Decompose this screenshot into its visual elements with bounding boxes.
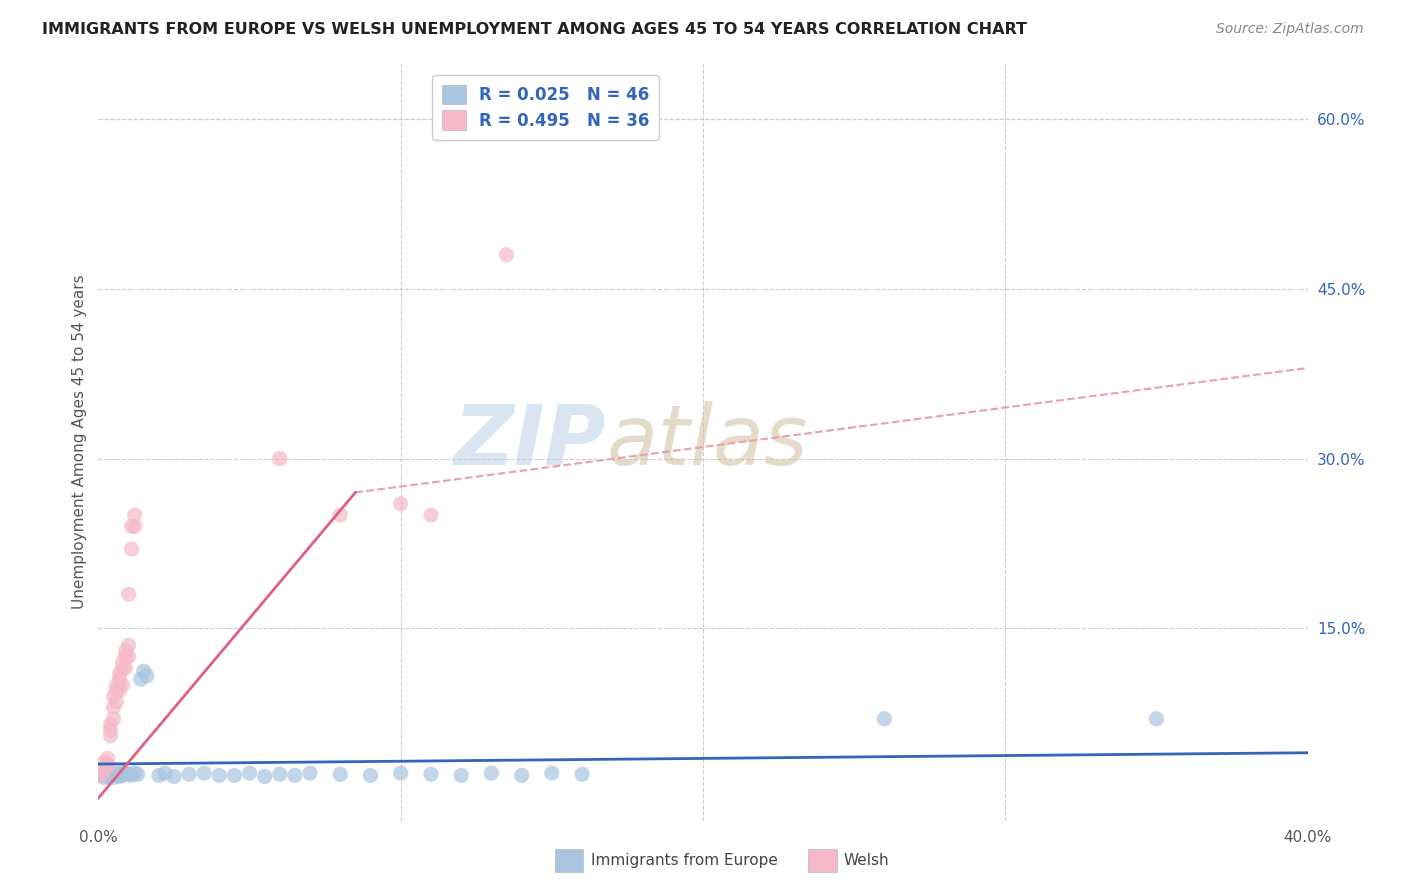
- Point: [105, 768, 128, 782]
- Point: [111, 764, 134, 779]
- Point: [93, 755, 115, 769]
- Point: [105, 695, 128, 709]
- Point: [284, 768, 307, 782]
- Point: [93, 771, 115, 785]
- Point: [105, 678, 128, 692]
- Point: [118, 767, 141, 781]
- Legend: R = 0.025   N = 46, R = 0.495   N = 36: R = 0.025 N = 46, R = 0.495 N = 36: [432, 75, 659, 140]
- Point: [114, 644, 136, 658]
- Point: [153, 766, 176, 780]
- Text: IMMIGRANTS FROM EUROPE VS WELSH UNEMPLOYMENT AMONG AGES 45 TO 54 YEARS CORRELATI: IMMIGRANTS FROM EUROPE VS WELSH UNEMPLOY…: [42, 22, 1028, 37]
- Point: [124, 508, 146, 522]
- Point: [108, 683, 131, 698]
- Point: [329, 767, 352, 781]
- Point: [96, 757, 118, 772]
- Point: [111, 661, 134, 675]
- Point: [495, 248, 517, 262]
- Text: Source: ZipAtlas.com: Source: ZipAtlas.com: [1216, 22, 1364, 37]
- Text: Welsh: Welsh: [844, 854, 889, 868]
- Point: [96, 751, 118, 765]
- Point: [329, 508, 352, 522]
- Point: [121, 542, 143, 557]
- Point: [108, 666, 131, 681]
- Point: [105, 766, 128, 780]
- Point: [103, 689, 125, 703]
- Point: [111, 655, 134, 669]
- Point: [127, 767, 149, 781]
- Point: [103, 700, 125, 714]
- Point: [873, 712, 896, 726]
- Point: [118, 587, 141, 601]
- Point: [103, 767, 125, 781]
- Point: [114, 766, 136, 780]
- Point: [93, 763, 115, 777]
- Point: [96, 767, 118, 781]
- Text: atlas: atlas: [606, 401, 808, 482]
- Point: [90, 768, 112, 782]
- Point: [114, 649, 136, 664]
- Point: [571, 767, 593, 781]
- Text: Immigrants from Europe: Immigrants from Europe: [591, 854, 778, 868]
- Point: [105, 683, 128, 698]
- Point: [100, 717, 122, 731]
- Point: [269, 451, 291, 466]
- Point: [108, 767, 131, 781]
- Point: [360, 768, 382, 782]
- Point: [135, 669, 157, 683]
- Point: [118, 638, 141, 652]
- Point: [121, 768, 143, 782]
- Point: [269, 767, 291, 781]
- Point: [124, 519, 146, 533]
- Y-axis label: Unemployment Among Ages 45 to 54 years: Unemployment Among Ages 45 to 54 years: [72, 274, 87, 609]
- Point: [100, 766, 122, 780]
- Point: [103, 712, 125, 726]
- Point: [193, 766, 215, 780]
- Point: [253, 770, 276, 784]
- Point: [129, 672, 152, 686]
- Point: [179, 767, 201, 781]
- Point: [103, 771, 125, 785]
- Point: [389, 497, 412, 511]
- Point: [224, 768, 246, 782]
- Point: [100, 723, 122, 738]
- Point: [1144, 712, 1167, 726]
- Point: [111, 768, 134, 782]
- Point: [121, 519, 143, 533]
- Point: [96, 759, 118, 773]
- Point: [100, 729, 122, 743]
- Point: [420, 767, 443, 781]
- Point: [163, 770, 186, 784]
- Point: [118, 649, 141, 664]
- Point: [124, 766, 146, 780]
- Point: [239, 766, 262, 780]
- Point: [450, 768, 472, 782]
- Point: [100, 768, 122, 782]
- Point: [96, 770, 118, 784]
- Point: [132, 665, 155, 679]
- Text: ZIP: ZIP: [454, 401, 606, 482]
- Point: [111, 678, 134, 692]
- Point: [299, 766, 322, 780]
- Point: [510, 768, 533, 782]
- Point: [481, 766, 503, 780]
- Point: [389, 766, 412, 780]
- Point: [108, 770, 131, 784]
- Point: [208, 768, 231, 782]
- Point: [420, 508, 443, 522]
- Point: [90, 768, 112, 782]
- Point: [540, 766, 562, 780]
- Point: [108, 672, 131, 686]
- Point: [148, 768, 170, 782]
- Point: [93, 766, 115, 780]
- Point: [114, 661, 136, 675]
